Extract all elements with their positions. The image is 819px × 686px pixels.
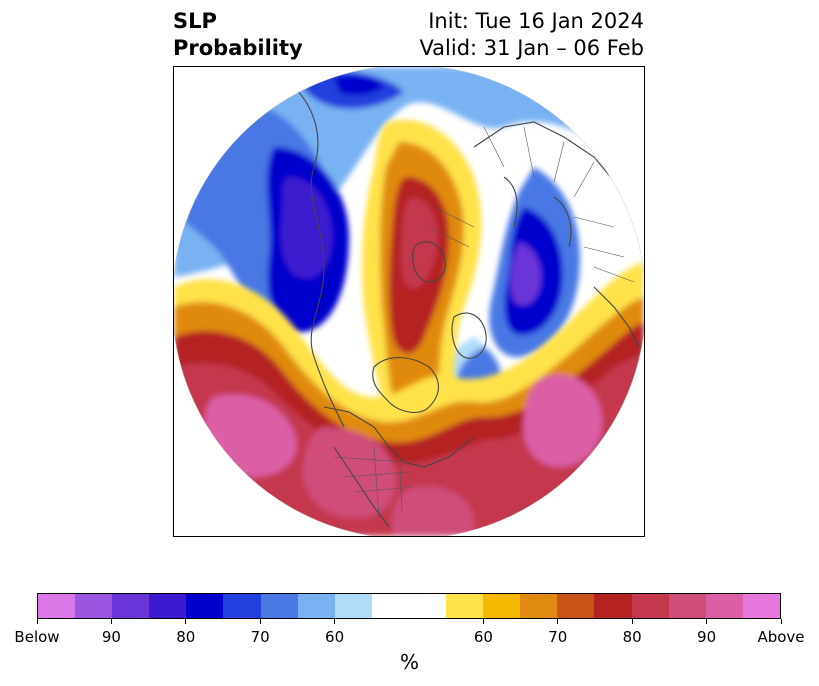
colorbar-tick-label: 80: [176, 628, 196, 646]
above-normal-region-south: [174, 262, 644, 536]
colorbar-tick-mark: [780, 619, 782, 624]
colorbar-bin: [557, 594, 595, 618]
title-line-2: Probability: [173, 36, 303, 60]
colorbar-tick-labels: Below 90 80 70 60 60 70 80 90 Above: [0, 628, 819, 648]
map-panel: [173, 66, 645, 537]
colorbar-bin: [371, 594, 409, 618]
colorbar-bin: [297, 594, 335, 618]
title-line-1: SLP: [173, 9, 217, 33]
colorbar-bin: [668, 594, 706, 618]
colorbar: [37, 593, 781, 619]
polar-map: [174, 67, 644, 536]
colorbar-tick-mark: [110, 619, 112, 624]
colorbar-bin: [112, 594, 150, 618]
colorbar-bin: [408, 594, 447, 618]
colorbar-bin: [483, 594, 521, 618]
colorbar-tick-label: 70: [548, 628, 568, 646]
colorbar-bin: [38, 594, 76, 618]
chart-title: SLP Probability: [173, 8, 303, 62]
colorbar-tick-mark: [334, 619, 336, 624]
valid-dates: Valid: 31 Jan – 06 Feb: [419, 36, 644, 60]
colorbar-bin: [186, 594, 224, 618]
colorbar-tick-label: 60: [473, 628, 493, 646]
anomaly-field: [174, 67, 644, 536]
colorbar-tick-label: 70: [250, 628, 270, 646]
colorbar-bin: [75, 594, 113, 618]
above-normal-region-arctic: [362, 119, 482, 457]
colorbar-tick-mark: [36, 619, 38, 624]
colorbar-bin: [520, 594, 558, 618]
colorbar-tick-label: Below: [14, 628, 60, 646]
date-info: Init: Tue 16 Jan 2024 Valid: 31 Jan – 06…: [419, 8, 644, 62]
init-date: Init: Tue 16 Jan 2024: [428, 9, 644, 33]
colorbar-unit: %: [399, 650, 419, 674]
colorbar-bin: [223, 594, 261, 618]
colorbar-bin: [446, 594, 484, 618]
colorbar-tick-label: 80: [622, 628, 642, 646]
colorbar-tick-mark: [259, 619, 261, 624]
colorbar-tick-label: 60: [325, 628, 345, 646]
colorbar-tick-label: Above: [757, 628, 805, 646]
colorbar-bin: [594, 594, 632, 618]
below-normal-region-north: [174, 67, 644, 425]
colorbar-tick-mark: [482, 619, 484, 624]
colorbar-bin: [742, 594, 780, 618]
colorbar-bin: [631, 594, 669, 618]
colorbar-tick-mark: [185, 619, 187, 624]
colorbar-bin: [260, 594, 298, 618]
colorbar-tick-mark: [557, 619, 559, 624]
colorbar-tick-mark: [706, 619, 708, 624]
coastlines: [293, 86, 640, 528]
colorbar-bin: [705, 594, 743, 618]
colorbar-tick-label: 90: [101, 628, 121, 646]
colorbar-tick-label: 90: [697, 628, 717, 646]
colorbar-bin: [149, 594, 187, 618]
country-borders: [333, 126, 635, 518]
colorbar-tick-mark: [631, 619, 633, 624]
colorbar-bin: [334, 594, 372, 618]
